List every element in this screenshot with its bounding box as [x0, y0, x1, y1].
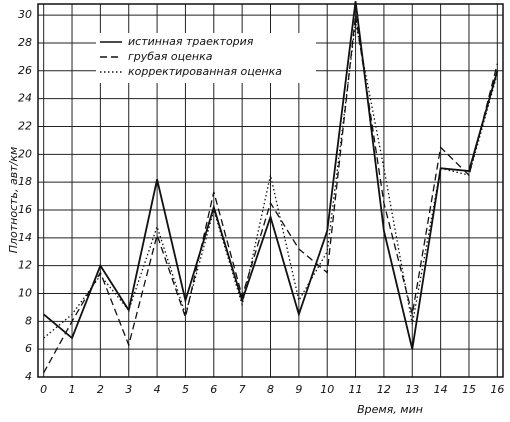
y-tick-label: 26: [18, 64, 32, 77]
y-axis-label: Плотность, авт/км: [7, 147, 20, 254]
y-tick-label: 16: [18, 203, 32, 216]
x-tick-label: 15: [462, 383, 476, 396]
x-tick-label: 10: [320, 383, 334, 396]
y-tick-label: 8: [25, 314, 32, 327]
y-tick-label: 6: [25, 342, 32, 355]
y-tick-label: 22: [18, 119, 32, 132]
y-tick-label: 28: [18, 36, 32, 49]
y-tick-label: 4: [25, 370, 32, 383]
legend-label: грубая оценка: [128, 50, 213, 63]
series-line: [43, 1, 499, 350]
y-tick-label: 20: [18, 147, 32, 160]
x-tick-label: 3: [125, 383, 132, 396]
plot-frame: [37, 3, 504, 378]
x-tick-label: 14: [434, 383, 448, 396]
x-tick-label: 7: [239, 383, 246, 396]
x-tick-label: 16: [490, 383, 504, 396]
series-line: [43, 15, 498, 374]
x-tick-label: 11: [349, 383, 363, 396]
x-tick-label: 1: [69, 383, 76, 396]
y-tick-label: 30: [18, 8, 32, 21]
y-tick-label: 18: [18, 175, 32, 188]
x-tick-label: 12: [377, 383, 391, 396]
x-tick-label: 13: [405, 383, 419, 396]
legend-box: [96, 33, 316, 83]
y-tick-label: 14: [18, 231, 32, 244]
x-tick-label: 6: [210, 383, 217, 396]
legend-label: корректированная оценка: [128, 65, 282, 78]
x-tick-label: 2: [97, 383, 104, 396]
x-tick-label: 9: [295, 383, 302, 396]
y-tick-label: 24: [18, 92, 32, 105]
y-tick-label: 10: [18, 286, 32, 299]
x-tick-label: 5: [182, 383, 189, 396]
legend-label: истинная траектория: [128, 35, 254, 48]
x-tick-label: 0: [40, 383, 47, 396]
y-tick-label: 12: [18, 259, 32, 272]
x-axis-label: Время, мин: [357, 403, 423, 416]
x-tick-label: 8: [267, 383, 274, 396]
x-tick-label: 4: [154, 383, 161, 396]
